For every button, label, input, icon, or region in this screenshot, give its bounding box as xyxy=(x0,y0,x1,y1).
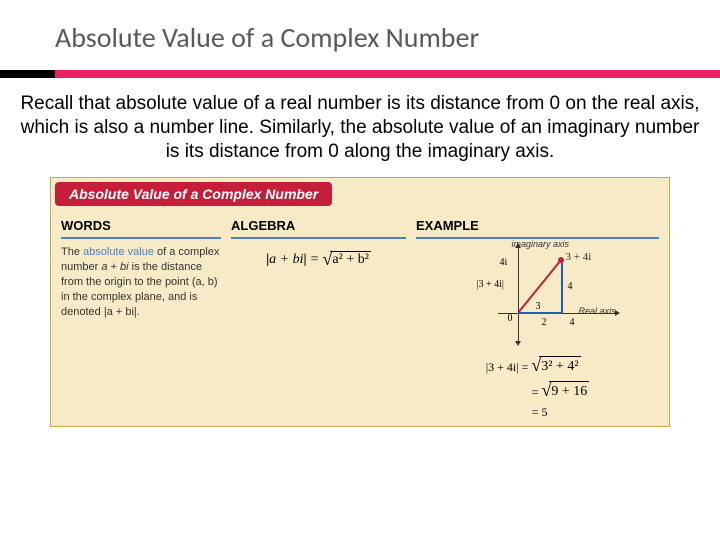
leg-3-label: 3 xyxy=(536,301,541,312)
col-algebra: ALGEBRA a + bi = √a² + b² xyxy=(231,214,406,420)
origin-label: 0 xyxy=(508,313,513,324)
radicand: a² + b² xyxy=(330,251,371,268)
col-words-head: WORDS xyxy=(61,214,221,239)
equals: = xyxy=(311,252,319,268)
vertical-leg xyxy=(561,260,563,313)
definition-box: Absolute Value of a Complex Number WORDS… xyxy=(50,177,670,427)
equals: = xyxy=(532,385,542,399)
page-title: Absolute Value of a Complex Number xyxy=(0,0,720,65)
slide: Absolute Value of a Complex Number Recal… xyxy=(0,0,720,427)
real-axis-label: Real axis xyxy=(578,307,615,316)
words-highlight: absolute value xyxy=(83,246,154,258)
tick-4i: 4i xyxy=(500,257,508,268)
col-example: EXAMPLE imaginary axis Real axis 0 4i 2 … xyxy=(416,214,659,420)
eq-line-1: |3 + 4i| = √3² + 4² xyxy=(486,353,590,378)
col-words-body: The absolute value of a complex number a… xyxy=(61,239,221,325)
sqrt-expr: √9 + 16 xyxy=(541,378,589,403)
words-text: . xyxy=(137,306,140,318)
complex-plane-graph: imaginary axis Real axis 0 4i 2 4 3 + 4i xyxy=(458,241,618,351)
words-expr: a + bi xyxy=(101,261,128,273)
tick-2: 2 xyxy=(542,317,547,328)
definition-grid: WORDS The absolute value of a complex nu… xyxy=(51,206,669,426)
definition-tab: Absolute Value of a Complex Number xyxy=(55,182,332,206)
eq-line-2: = √9 + 16 xyxy=(486,378,590,403)
radicand: 9 + 16 xyxy=(549,381,589,402)
sqrt-expr: √3² + 4² xyxy=(531,353,580,378)
plotted-point xyxy=(558,257,564,263)
hypotenuse-label: |3 + 4i| xyxy=(476,279,505,290)
abs-expr: a + bi xyxy=(266,252,307,268)
example-equations: |3 + 4i| = √3² + 4² = √9 + 16 = 5 xyxy=(486,353,590,420)
col-words: WORDS The absolute value of a complex nu… xyxy=(61,214,221,420)
example-content: imaginary axis Real axis 0 4i 2 4 3 + 4i xyxy=(416,239,659,420)
words-expr: (a, b) xyxy=(192,276,218,288)
leg-4-label: 4 xyxy=(568,281,573,292)
eq1-lhs: |3 + 4i| xyxy=(486,360,519,374)
abs-inner: a + bi xyxy=(269,252,303,268)
tick-4: 4 xyxy=(570,317,575,328)
radicand: 3² + 4² xyxy=(539,356,580,377)
algebra-formula: a + bi = √a² + b² xyxy=(266,239,371,270)
words-expr: |a + bi| xyxy=(104,306,137,318)
equals: = xyxy=(519,360,532,374)
eq-line-3: = 5 xyxy=(486,404,590,421)
horizontal-leg xyxy=(518,312,562,314)
point-label: 3 + 4i xyxy=(566,251,592,263)
words-text: The xyxy=(61,246,83,258)
title-rule xyxy=(0,70,720,78)
col-algebra-head: ALGEBRA xyxy=(231,214,406,239)
col-example-head: EXAMPLE xyxy=(416,214,659,239)
body-paragraph: Recall that absolute value of a real num… xyxy=(0,78,720,173)
sqrt-expr: √a² + b² xyxy=(323,249,371,270)
